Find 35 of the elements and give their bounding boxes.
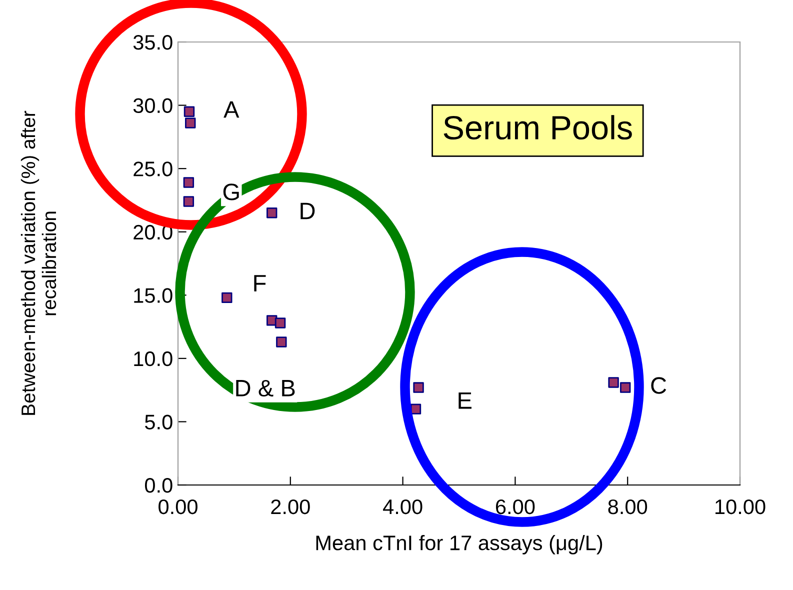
y-tick-label: 35.0 — [133, 35, 172, 50]
annotation: C — [651, 377, 666, 394]
y-axis-title: Between-method variation (%) after recalibration — [20, 110, 56, 415]
x-tick-label: 2.00 — [271, 499, 310, 514]
annotation: D — [300, 202, 315, 220]
point — [222, 292, 232, 304]
x-axis-title: Mean cTnI for 17 assays (μg/L) — [316, 534, 602, 554]
point — [608, 377, 619, 388]
x-tick-label: 10.00 — [716, 499, 766, 514]
y-tick-label: 25.0 — [134, 162, 172, 176]
annotation: E — [458, 392, 472, 409]
point — [183, 196, 194, 207]
annotation: D & B — [236, 380, 295, 397]
point — [266, 208, 278, 218]
annotation: F — [254, 275, 266, 292]
y-tick-label: 15.0 — [134, 288, 172, 303]
x-tick-label: 6.00 — [496, 499, 535, 514]
y-tick-label: 5.0 — [145, 414, 172, 430]
x-tick-label: 8.00 — [608, 499, 648, 514]
annotation: A — [224, 101, 240, 118]
x-tick-label: 4.00 — [383, 499, 422, 514]
y-tick-label: 10.0 — [134, 351, 172, 366]
y-tick-label: 0.0 — [144, 478, 172, 493]
point — [276, 336, 287, 348]
point — [620, 382, 631, 393]
point — [274, 318, 286, 328]
point — [183, 177, 194, 188]
point — [184, 106, 195, 117]
text: Serum Pools — [444, 115, 632, 140]
point — [410, 404, 422, 414]
x-tick-label: 0.00 — [158, 499, 198, 514]
y-tick-label: 30.0 — [133, 98, 172, 114]
point — [413, 382, 424, 393]
annotation: G — [223, 184, 239, 200]
point — [185, 118, 196, 128]
